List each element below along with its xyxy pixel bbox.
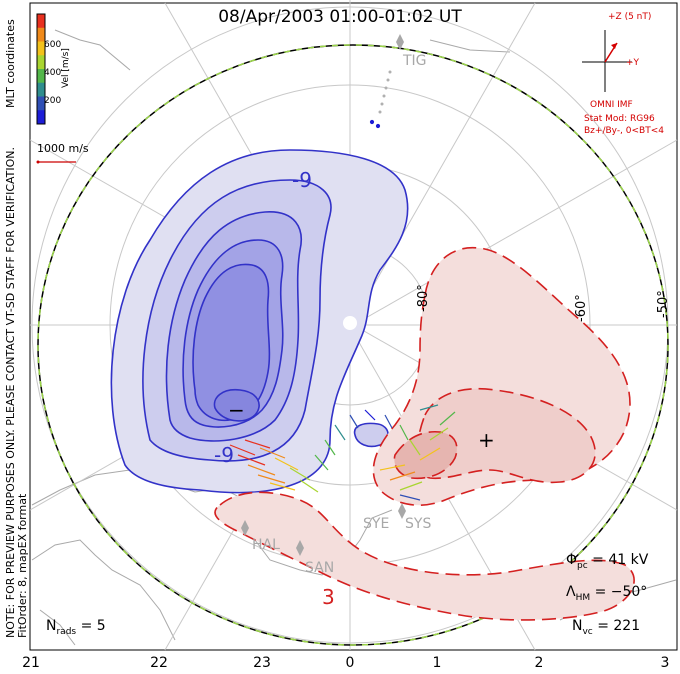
- station-san: SAN: [305, 560, 335, 576]
- heppner-maynard-latitude: ΛHM = −50°: [566, 584, 647, 603]
- preview-note-line2: FitOrder: 8, mapEX format: [16, 493, 29, 638]
- preview-note: NOTE: FOR PREVIEW PURPOSES ONLY. PLEASE …: [4, 147, 29, 638]
- latitude-label-50: -50°: [656, 290, 671, 318]
- station-sys: SYS: [405, 516, 432, 532]
- latitude-label-60: -60°: [574, 294, 589, 322]
- colorbar-swatch: [37, 82, 45, 97]
- colorbar-border: [36, 13, 46, 125]
- colorbar-tick-400: 400: [44, 68, 62, 78]
- radar-track: [378, 70, 392, 114]
- mlt-tick-21: 21: [22, 655, 40, 671]
- potential-maximum-marker: +: [478, 428, 495, 452]
- station-hal: HAL: [252, 537, 280, 553]
- potential-minimum-marker: −: [228, 398, 245, 422]
- colorbar-label: Vel [m/s]: [61, 48, 71, 88]
- mlt-tick-2: 2: [534, 655, 544, 671]
- latitude-label-80: -80°: [416, 284, 431, 312]
- mlt-tick-23: 23: [253, 655, 271, 671]
- scale-vector-label: 1000 m/s: [37, 142, 89, 155]
- imf-condition: Bz+/By-, 0<BT<4: [584, 126, 664, 136]
- lambda-value: = −50°: [594, 584, 648, 600]
- nrads-subscript: rads: [56, 626, 77, 637]
- colorbar-swatch: [37, 27, 45, 42]
- colorbar-tick-200: 200: [44, 96, 62, 106]
- map-title: 08/Apr/2003 01:00-01:02 UT: [218, 7, 462, 27]
- contour-label-negative-lower: -9: [214, 443, 234, 467]
- positive-cell: [214, 246, 635, 621]
- vector-count: Nvc = 221: [572, 618, 640, 637]
- mlt-tick-22: 22: [150, 655, 168, 671]
- lambda-symbol: Λ: [566, 584, 576, 600]
- velocity-colorbar: [36, 13, 46, 125]
- contour-label-positive: 3: [322, 585, 335, 609]
- station-tig: TIG: [403, 53, 427, 69]
- statistical-model: Stat Mod: RG96: [584, 114, 655, 124]
- lambda-subscript: HM: [575, 592, 591, 603]
- magnetic-pole-marker: [343, 316, 357, 330]
- mlt-tick-0: 0: [345, 655, 355, 671]
- coordinate-system-label: MLT coordinates: [4, 19, 17, 108]
- heppner-maynard-boundary-dash: [37, 44, 669, 646]
- nvc-value: = 221: [597, 618, 641, 634]
- colorbar-swatch: [37, 14, 45, 29]
- imf-source: OMNI IMF: [590, 100, 633, 110]
- colorbar-swatch: [37, 55, 45, 70]
- phi-symbol: Φ: [566, 552, 578, 568]
- scale-vector: [36, 160, 76, 164]
- mlt-tick-3: 3: [660, 655, 670, 671]
- contour-label-negative-upper: -9: [292, 168, 312, 192]
- colorbar-swatch: [37, 41, 45, 56]
- nvc-subscript: vc: [582, 626, 593, 637]
- phi-value: = 41 kV: [592, 552, 649, 568]
- mlt-tick-1: 1: [432, 655, 442, 671]
- radar-count: Nrads = 5: [46, 618, 106, 637]
- imf-clock-dial: [582, 30, 632, 92]
- imf-z-label: +Z (5 nT): [608, 12, 652, 22]
- cross-polar-cap-potential: Φpc = 41 kV: [566, 552, 648, 571]
- nvc-symbol: N: [572, 618, 583, 634]
- colorbar-swatch: [37, 110, 45, 125]
- nrads-value: = 5: [80, 618, 106, 634]
- imf-y-label: +Y: [626, 58, 640, 68]
- nrads-symbol: N: [46, 618, 57, 634]
- colorbar-swatch: [37, 69, 45, 84]
- colorbar-swatch: [37, 96, 45, 111]
- station-sye: SYE: [363, 516, 390, 532]
- phi-subscript: pc: [577, 560, 588, 571]
- velocity-vectors: [229, 119, 456, 501]
- colorbar-tick-600: 600: [44, 40, 62, 50]
- station-markers: [241, 34, 406, 556]
- negative-cell: [110, 149, 409, 494]
